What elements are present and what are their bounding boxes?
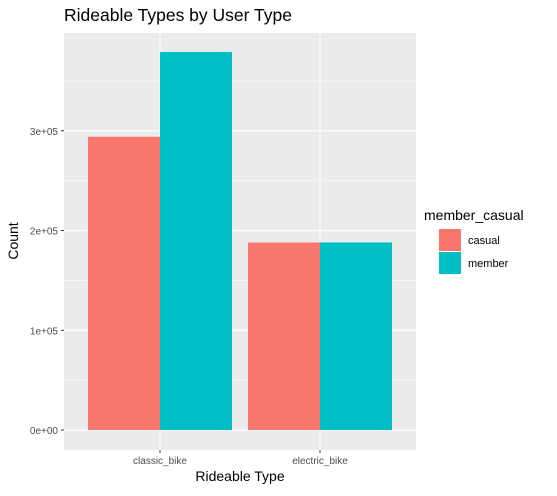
bar-casual-electric_bike <box>248 242 320 430</box>
bar-casual-classic_bike <box>88 136 160 430</box>
x-axis-label: Rideable Type <box>195 468 284 484</box>
y-tick-label: 2e+05 <box>30 227 59 238</box>
legend-title: member_casual <box>424 207 524 223</box>
y-tick-label: 3e+05 <box>30 127 59 138</box>
y-axis-label: Count <box>5 222 21 259</box>
bar-member-classic_bike <box>160 51 232 430</box>
chart-title: Rideable Types by User Type <box>64 5 292 25</box>
bar-layer <box>88 51 392 430</box>
y-tick-label: 1e+05 <box>30 326 59 337</box>
legend-key-casual <box>439 229 461 251</box>
y-tick-label: 0e+00 <box>30 426 59 437</box>
x-tick-label: classic_bike <box>133 456 187 467</box>
legend-label-casual: casual <box>468 235 500 247</box>
legend-key-member <box>439 252 461 274</box>
legend: member_casual casual member <box>424 207 524 274</box>
axis-layer: 0e+00 1e+05 2e+05 3e+05 classic_bike electric… <box>30 127 348 467</box>
legend-label-member: member <box>468 258 509 270</box>
bar-member-electric_bike <box>320 242 392 430</box>
x-tick-label: electric_bike <box>292 456 348 467</box>
